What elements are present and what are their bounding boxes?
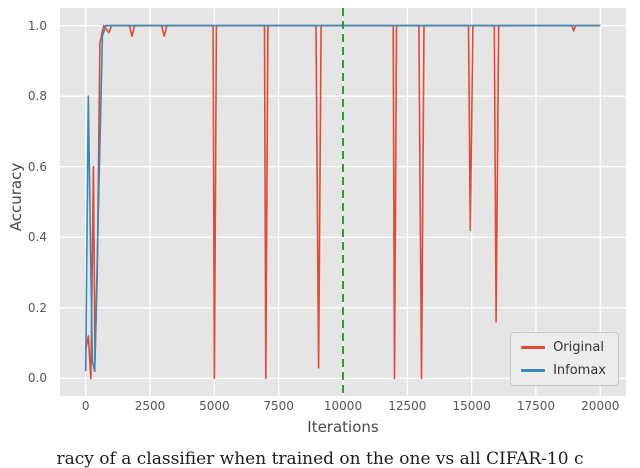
infomax-line — [84, 24, 601, 373]
original-line-swatch — [521, 346, 546, 349]
legend-label-original: Original — [553, 340, 604, 355]
x-tick-labels: 0 2500 5000 7500 10000 12500 15000 17500 20000 — [60, 399, 626, 415]
x-tick-label: 7500 — [263, 399, 294, 413]
x-tick-label: 2500 — [134, 399, 166, 413]
legend: Original Infomax — [510, 332, 619, 386]
y-tick-label: 0.6 — [27, 159, 47, 174]
y-axis-label: Accuracy — [7, 162, 25, 232]
legend-entry-infomax: Infomax — [521, 363, 606, 378]
y-tick-label: 0.8 — [27, 89, 47, 104]
y-tick-label: 1.0 — [27, 18, 47, 33]
legend-label-infomax: Infomax — [553, 363, 606, 378]
x-tick-label: 17500 — [516, 399, 556, 413]
x-tick-label: 12500 — [388, 399, 427, 413]
x-axis-label: Iterations — [307, 418, 379, 436]
y-tick-labels: 0.0 0.2 0.4 0.6 0.8 1.0 — [0, 8, 54, 396]
x-tick-label: 15000 — [452, 399, 491, 413]
legend-entry-original: Original — [521, 340, 606, 355]
y-tick-label: 0.0 — [27, 371, 47, 386]
caption-text: racy of a classifier when trained on the… — [56, 449, 584, 468]
y-tick-label: 0.4 — [27, 230, 47, 245]
plot-svg — [60, 8, 626, 396]
x-tick-label: 5000 — [199, 399, 230, 413]
x-tick-label: 20000 — [581, 399, 620, 413]
y-tick-label: 0.2 — [27, 300, 47, 315]
x-tick-label: 0 — [81, 399, 90, 413]
infomax-line-swatch — [521, 369, 546, 372]
plot-area: Original Infomax — [60, 8, 626, 396]
x-tick-label: 10000 — [323, 399, 363, 413]
